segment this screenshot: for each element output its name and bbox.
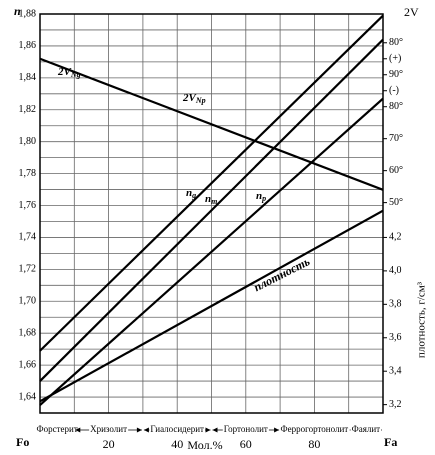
plot-frame [39, 13, 384, 414]
annotation-subscript: g [191, 191, 196, 200]
zone-label: Форстерит [37, 424, 78, 434]
y2-tick-label: 80° [389, 101, 403, 112]
y2-tick-label: (-) [389, 85, 399, 96]
x-tick-label: 80 [308, 437, 320, 451]
y3-tick-label: 4,2 [389, 232, 402, 243]
zone-label: Фаялит [352, 424, 381, 434]
y3-tick-label: 3,6 [389, 332, 402, 343]
zone-label-bg [279, 424, 350, 435]
y-tick-label: 1,86 [19, 40, 37, 51]
y2-axis-label: 2V [404, 5, 419, 19]
y-tick-label: 1,82 [19, 104, 37, 115]
annotation-subscript: m [211, 197, 217, 206]
y-tick-label: 1,72 [19, 264, 37, 275]
data-line [39, 97, 384, 406]
zone-label-bg [89, 424, 129, 435]
y2-tick-label: 90° [389, 69, 403, 80]
y2-tick-label: (+) [389, 53, 401, 64]
y-tick-label: 1,78 [19, 168, 37, 179]
y-tick-label: 1,68 [19, 327, 37, 338]
y3-tick-label: 3,2 [389, 399, 402, 410]
y2-tick-label: 50° [389, 197, 403, 208]
data-line [39, 57, 384, 191]
zone-label: Хризолит [90, 424, 127, 434]
annotation-text: 2V [57, 66, 73, 78]
x-end-label: Fa [384, 435, 397, 449]
annotation-text: n [256, 190, 262, 202]
y-tick-label: 1,88 [19, 8, 37, 19]
annotation-subscript: Ng [70, 70, 81, 79]
zone-label-bg [149, 424, 206, 435]
data-line [39, 38, 384, 382]
annotation-text: 2V [182, 92, 198, 104]
zone-label: Феррогортонолит [281, 424, 349, 434]
y-tick-label: 1,74 [19, 232, 37, 243]
y-tick-label: 1,84 [19, 72, 37, 83]
y3-tick-label: 3,8 [389, 299, 402, 310]
annotation-subscript: Np [195, 96, 206, 105]
y-axis-label: n [14, 4, 21, 18]
zone-label: Гортонолит [224, 424, 268, 434]
x-axis-label: Мол.% [187, 438, 222, 452]
zone-label: Гиалосидерит [150, 424, 204, 434]
annotation-text: n [186, 187, 192, 199]
y2-tick-label: 80° [389, 37, 403, 48]
annotation-text: плотность [251, 254, 312, 294]
annotation: np [256, 190, 266, 203]
y-tick-label: 1,66 [19, 359, 37, 370]
x-tick-label: 60 [240, 437, 252, 451]
annotation-subscript: p [261, 194, 266, 203]
zone-label-bg [350, 424, 382, 435]
y-tick-label: 1,64 [19, 391, 37, 402]
annotation: nm [205, 193, 217, 206]
annotation: плотность [251, 254, 312, 294]
y-tick-label: 1,70 [19, 296, 37, 307]
zone-label-bg [222, 424, 269, 435]
y3-tick-label: 4,0 [389, 265, 402, 276]
annotation-text: n [205, 193, 211, 205]
zone-label-bg [35, 424, 79, 435]
y3-tick-label: 3,4 [389, 365, 402, 376]
x-start-label: Fo [16, 435, 29, 449]
x-tick-label: 20 [103, 437, 115, 451]
annotation: 2VNg [57, 66, 81, 79]
annotation: 2VNp [182, 92, 206, 105]
y3-axis-label: плотность, г/см³ [416, 281, 428, 358]
y-tick-label: 1,80 [19, 136, 37, 147]
y2-tick-label: 60° [389, 165, 403, 176]
annotation: ng [186, 187, 196, 200]
data-line [39, 14, 384, 352]
y-tick-label: 1,76 [19, 200, 37, 211]
data-line [39, 209, 384, 403]
x-tick-label: 40 [171, 437, 183, 451]
y2-tick-label: 70° [389, 133, 403, 144]
